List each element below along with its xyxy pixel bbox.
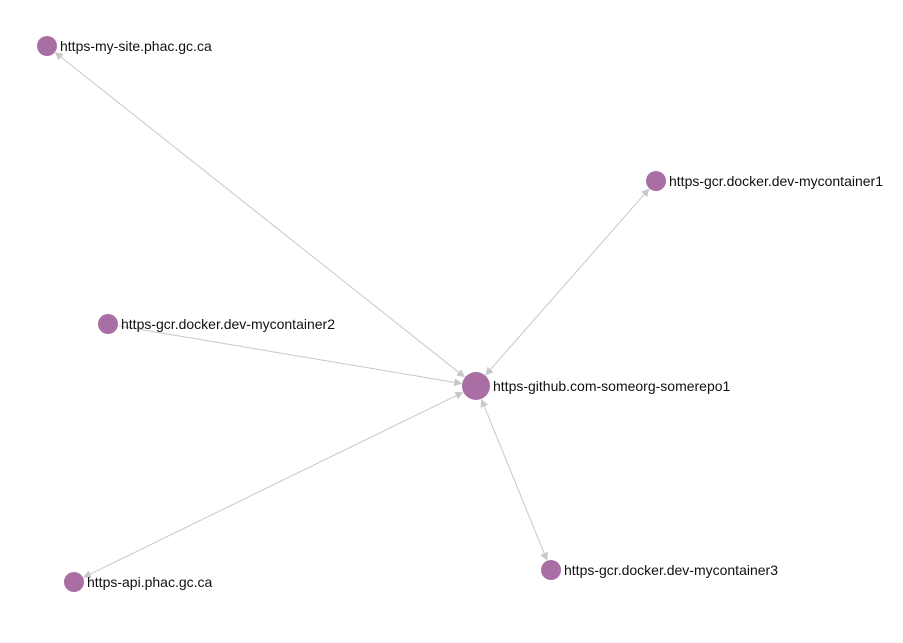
nodes-layer: https-github.com-someorg-somerepo1 https-… — [37, 36, 883, 592]
node-label: https-gcr.docker.dev-mycontainer3 — [564, 562, 778, 578]
graph-node-container1[interactable]: https-gcr.docker.dev-mycontainer1 — [646, 171, 883, 191]
graph-node-container2[interactable]: https-gcr.docker.dev-mycontainer2 — [98, 314, 335, 334]
graph-node-api[interactable]: https-api.phac.gc.ca — [64, 572, 213, 592]
node-label: https-gcr.docker.dev-mycontainer2 — [121, 316, 335, 332]
graph-node-github[interactable]: https-github.com-someorg-somerepo1 — [462, 372, 731, 400]
node-dot[interactable] — [98, 314, 118, 334]
node-dot[interactable] — [37, 36, 57, 56]
edge-github-to-mysite[interactable] — [54, 52, 466, 378]
edge-github-to-container1[interactable] — [485, 188, 650, 376]
node-dot[interactable] — [462, 372, 490, 400]
edge-github-to-api[interactable] — [82, 392, 464, 578]
node-label: https-github.com-someorg-somerepo1 — [493, 378, 731, 394]
node-dot[interactable] — [64, 572, 84, 592]
node-label: https-api.phac.gc.ca — [87, 574, 213, 590]
graph-node-container3[interactable]: https-gcr.docker.dev-mycontainer3 — [541, 560, 778, 580]
node-label: https-gcr.docker.dev-mycontainer1 — [669, 173, 883, 189]
graph-node-mysite[interactable]: https-my-site.phac.gc.ca — [37, 36, 212, 56]
edge-container2-to-github[interactable] — [118, 325, 463, 387]
node-label: https-my-site.phac.gc.ca — [60, 38, 212, 54]
node-dot[interactable] — [646, 171, 666, 191]
node-dot[interactable] — [541, 560, 561, 580]
edges-layer — [54, 52, 650, 578]
edge-github-to-container3[interactable] — [480, 398, 548, 561]
